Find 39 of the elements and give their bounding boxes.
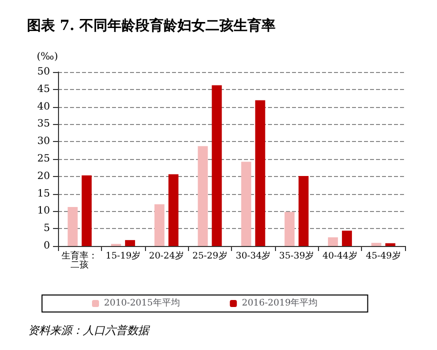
bar bbox=[154, 204, 164, 246]
bar bbox=[212, 85, 222, 246]
bar bbox=[68, 207, 78, 246]
bar bbox=[198, 146, 208, 246]
legend-label: 2016-2019年平均 bbox=[242, 298, 318, 308]
bar bbox=[255, 100, 266, 246]
y-tick-label: 20 bbox=[37, 170, 50, 182]
bar bbox=[298, 176, 309, 246]
x-tick-label: 40-44岁 bbox=[322, 250, 358, 262]
bar bbox=[385, 243, 396, 246]
y-tick-label: 30 bbox=[37, 136, 50, 148]
y-tick-label: 45 bbox=[37, 84, 50, 95]
bar bbox=[125, 240, 136, 246]
x-tick-label: 20-24岁 bbox=[148, 250, 184, 262]
y-tick-label: 5 bbox=[44, 223, 50, 234]
bar bbox=[328, 237, 338, 246]
bar bbox=[342, 230, 352, 246]
x-tick-label: 15-19岁 bbox=[106, 250, 141, 262]
y-tick-label: 25 bbox=[37, 154, 50, 164]
y-tick-label: 40 bbox=[37, 101, 50, 112]
y-tick-label: 15 bbox=[37, 188, 50, 200]
bar bbox=[241, 162, 252, 246]
x-tick-label: 35-39岁 bbox=[279, 250, 314, 262]
y-tick-label: 35 bbox=[37, 118, 50, 130]
x-tick-label: 生育率：二孩 bbox=[62, 250, 98, 270]
text: 资料来源：人口六普数据 bbox=[28, 324, 151, 337]
chart-title: 图表 7. 不同年龄段育龄妇女二孩生育率 bbox=[27, 17, 276, 34]
legend-label: 2010-2015年平均 bbox=[104, 298, 180, 308]
bar bbox=[371, 242, 382, 246]
x-tick-label: 25-29岁 bbox=[192, 250, 228, 262]
bar bbox=[168, 174, 178, 246]
y-tick-label: 0 bbox=[44, 240, 50, 252]
bar bbox=[82, 175, 92, 246]
x-tick-label: 30-34岁 bbox=[236, 250, 271, 262]
bar bbox=[284, 212, 295, 246]
y-tick-label: 50 bbox=[37, 66, 50, 78]
x-tick-label: 45-49岁 bbox=[366, 250, 401, 262]
y-axis-title: (‰) bbox=[36, 52, 58, 62]
y-tick-label: 10 bbox=[37, 206, 50, 217]
